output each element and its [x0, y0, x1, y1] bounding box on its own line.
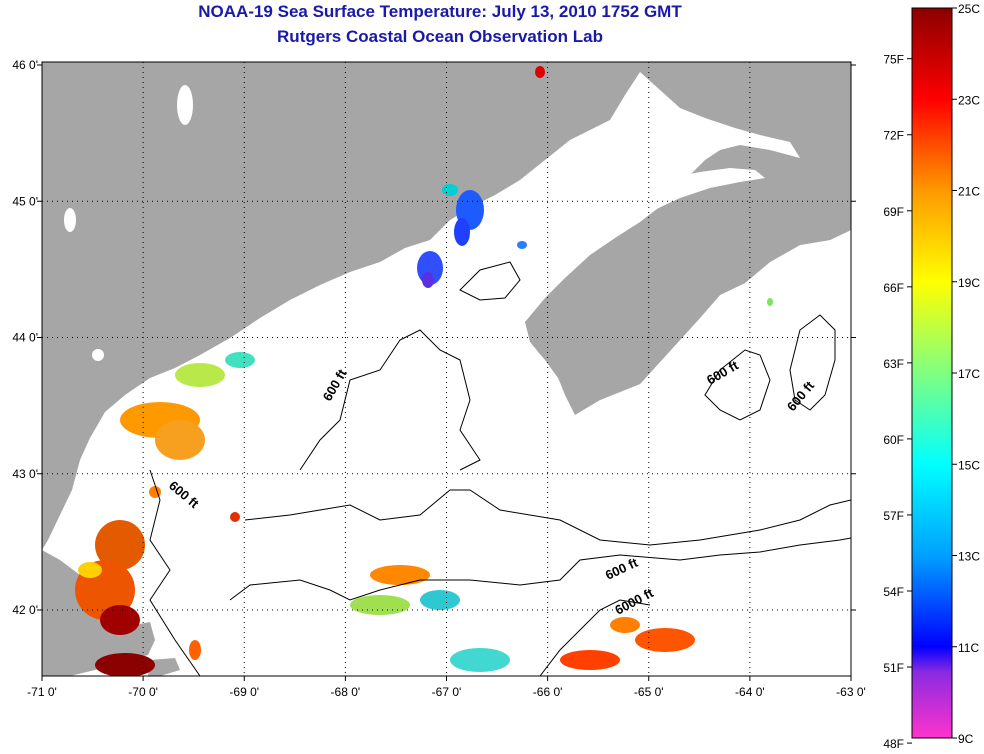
lake [92, 349, 104, 361]
colorbar-celsius-label: 21C [958, 185, 980, 199]
x-tick-label: -67 0' [432, 685, 462, 699]
map-subtitle: Rutgers Coastal Ocean Observation Lab [277, 27, 603, 46]
colorbar-fahrenheit-label: 66F [883, 281, 904, 295]
x-tick-label: -66 0' [533, 685, 563, 699]
map-title: NOAA-19 Sea Surface Temperature: July 13… [198, 2, 682, 21]
colorbar-celsius-label: 25C [958, 2, 980, 16]
graticule [37, 62, 856, 681]
colorbar-celsius-label: 15C [958, 458, 980, 472]
colorbar-celsius-label: 13C [958, 550, 980, 564]
colorbar-fahrenheit-label: 51F [883, 661, 904, 675]
x-tick-label: -68 0' [331, 685, 361, 699]
y-tick-label: 46 0' [12, 58, 38, 72]
lake [64, 208, 76, 232]
colorbar-celsius-label: 19C [958, 276, 980, 290]
bay-of-fundy [460, 168, 765, 310]
x-tick-label: -71 0' [27, 685, 57, 699]
colorbar-fahrenheit-label: 69F [883, 205, 904, 219]
x-tick-label: -70 0' [128, 685, 158, 699]
y-tick-label: 44 0' [12, 331, 38, 345]
colorbar-fahrenheit-label: 57F [883, 509, 904, 523]
sst-patches [75, 66, 773, 676]
x-tick-label: -69 0' [229, 685, 259, 699]
y-tick-label: 43 0' [12, 467, 38, 481]
latitude-labels: 46 0' 45 0' 44 0' 43 0' 42 0' [12, 58, 38, 617]
colorbar-celsius-label: 17C [958, 367, 980, 381]
colorbar-celsius-label: 9C [958, 732, 974, 746]
colorbar-fahrenheit-labels: 75F 72F 69F 66F 63F 60F 57F 54F 51F 48F [883, 53, 912, 751]
colorbar-celsius-label: 23C [958, 93, 980, 107]
lake [177, 85, 193, 125]
y-tick-label: 45 0' [12, 194, 38, 208]
bathymetry-contours [149, 261, 851, 676]
land-north-america [42, 62, 851, 550]
x-tick-label: -65 0' [634, 685, 664, 699]
colorbar-fahrenheit-label: 63F [883, 357, 904, 371]
colorbar-fahrenheit-label: 54F [883, 585, 904, 599]
colorbar-fahrenheit-label: 48F [883, 737, 904, 751]
colorbar-celsius-labels: 25C 23C 21C 19C 17C 15C 13C 11C 9C [952, 2, 980, 746]
colorbar-celsius-label: 11C [958, 641, 979, 655]
colorbar-fahrenheit-label: 60F [883, 433, 904, 447]
longitude-labels: -71 0' -70 0' -69 0' -68 0' -67 0' -66 0' -65 … [27, 685, 866, 699]
colorbar-fahrenheit-label: 75F [883, 53, 904, 67]
y-tick-label: 42 0' [12, 603, 38, 617]
colorbar-fahrenheit-label: 72F [883, 129, 904, 143]
x-tick-label: -64 0' [735, 685, 765, 699]
x-tick-label: -63 0' [836, 685, 866, 699]
land-islands [148, 658, 180, 676]
land-nova-scotia [525, 165, 851, 412]
colorbar [911, 7, 953, 739]
